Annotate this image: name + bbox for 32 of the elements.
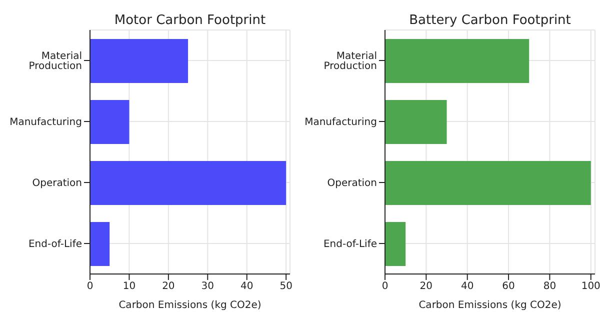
x-tick-label: 40 <box>460 281 474 292</box>
x-tick-label: 100 <box>581 281 600 292</box>
x-tick-label: 30 <box>201 281 214 292</box>
chart-title: Battery Carbon Footprint <box>408 13 572 28</box>
x-axis-title: Carbon Emissions (kg CO2e) <box>118 300 262 311</box>
y-tick-label: Manufacturing <box>10 117 82 128</box>
x-tick-label: 20 <box>162 281 175 292</box>
bar <box>385 222 406 266</box>
y-tick-label: Operation <box>32 178 82 190</box>
y-tick-label: Manufacturing <box>304 117 377 128</box>
bar <box>385 161 591 205</box>
bar <box>90 222 110 266</box>
x-tick-label: 20 <box>420 281 433 292</box>
bar <box>385 100 447 144</box>
y-tick-label: End-of-Life <box>323 239 377 250</box>
x-axis-title: Carbon Emissions (kg CO2e) <box>418 300 562 311</box>
x-tick-label: 10 <box>122 281 136 292</box>
x-tick-label: 50 <box>280 281 292 292</box>
x-tick-label: 80 <box>543 281 556 292</box>
x-tick-label: 0 <box>86 281 94 292</box>
x-tick-label: 40 <box>240 281 254 292</box>
chart-title: Motor Carbon Footprint <box>113 13 267 28</box>
x-tick-label: 60 <box>502 281 515 292</box>
bar <box>90 161 286 205</box>
y-tick-label: Material Production <box>28 51 82 72</box>
x-tick-label: 0 <box>382 281 388 292</box>
bar <box>385 39 530 83</box>
bar <box>90 100 130 144</box>
y-tick-label: Material Production <box>324 51 377 72</box>
y-tick-label: End-of-Life <box>28 239 82 250</box>
bar <box>90 39 188 83</box>
y-tick-label: Operation <box>327 178 377 190</box>
